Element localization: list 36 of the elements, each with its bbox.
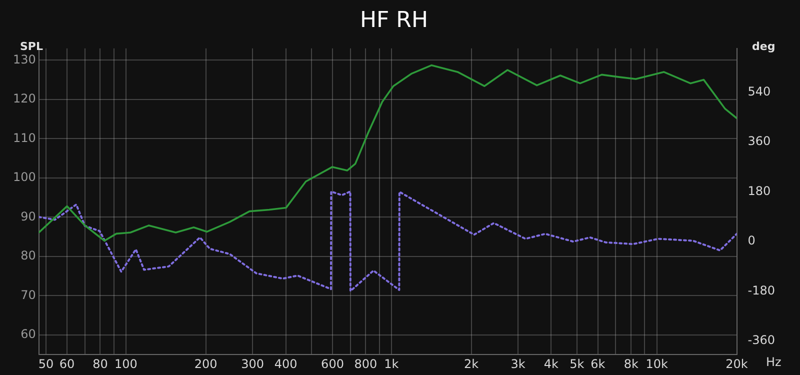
- y2-tick-label: -360: [748, 333, 775, 348]
- x-tick-label: 800: [354, 356, 378, 371]
- y-tick-label: 70: [20, 288, 36, 302]
- x-tick-label: 20k: [726, 356, 748, 371]
- x-tick-label: 6k: [590, 356, 606, 371]
- x-tick-label: 50: [38, 356, 54, 371]
- y-tick-label: 80: [20, 248, 36, 263]
- x-tick-label: 600: [321, 356, 344, 371]
- y-tick-label: 120: [13, 92, 36, 106]
- x-tick-label: 8k: [624, 356, 638, 371]
- y2-tick-label: 540: [748, 84, 771, 98]
- y-tick-label: 110: [13, 130, 36, 145]
- x-tick-label: 100: [114, 356, 138, 371]
- y-tick-label: 90: [20, 209, 36, 224]
- y-tick-label: 60: [20, 327, 36, 342]
- x-axis-title: Hz: [766, 355, 782, 369]
- y2-tick-label: -180: [748, 283, 775, 298]
- y-tick-label: 100: [13, 170, 36, 184]
- x-tick-label: 200: [194, 356, 218, 371]
- y2-axis-title: deg: [752, 40, 776, 53]
- y2-tick-label: 180: [748, 184, 771, 198]
- x-tick-label: 80: [92, 356, 108, 371]
- y2-tick-label: 0: [748, 234, 756, 248]
- x-tick-label: 300: [241, 356, 264, 371]
- y-tick-label: 130: [13, 52, 36, 66]
- chart-title: HF RH: [360, 8, 428, 33]
- y-axis-title: SPL: [20, 40, 43, 53]
- y2-tick-label: 360: [748, 134, 771, 148]
- x-tick-label: 2k: [464, 356, 479, 371]
- x-tick-label: 1k: [384, 356, 399, 371]
- x-tick-label: 400: [274, 356, 298, 371]
- x-tick-label: 5k: [570, 356, 584, 371]
- x-tick-label: 4k: [544, 356, 559, 371]
- x-tick-label: 10k: [646, 356, 668, 371]
- x-tick-label: 3k: [510, 356, 526, 371]
- x-tick-label: 60: [59, 356, 75, 371]
